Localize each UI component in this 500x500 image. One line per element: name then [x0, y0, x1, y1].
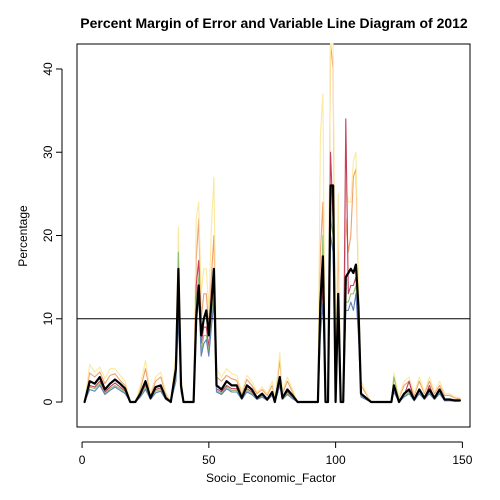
series-line-1 — [83, 184, 461, 404]
series-group — [83, 43, 461, 404]
x-tick-label: 100 — [326, 453, 346, 467]
y-tick-label: 40 — [41, 62, 55, 76]
y-axis-label: Percentage — [16, 205, 30, 267]
plot-area — [76, 43, 471, 428]
series-line-2 — [84, 43, 461, 403]
x-tick-label: 0 — [79, 453, 86, 467]
series-line-5 — [84, 218, 461, 403]
x-axis-label: Socio_Economic_Factor — [206, 471, 336, 485]
y-tick-label: 0 — [41, 398, 55, 405]
y-axis: 0 10 20 30 40 — [41, 62, 63, 405]
y-tick-label: 10 — [41, 312, 55, 326]
chart-title: Percent Margin of Error and Variable Lin… — [80, 15, 468, 31]
x-axis: 0 50 100 150 — [79, 441, 473, 467]
y-tick-label: 30 — [41, 145, 55, 159]
x-tick-label: 50 — [202, 453, 216, 467]
series-line-3 — [84, 43, 461, 403]
x-tick-label: 150 — [452, 453, 472, 467]
plot-frame — [76, 43, 471, 428]
series-line-4 — [84, 118, 461, 403]
y-tick-label: 20 — [41, 229, 55, 243]
